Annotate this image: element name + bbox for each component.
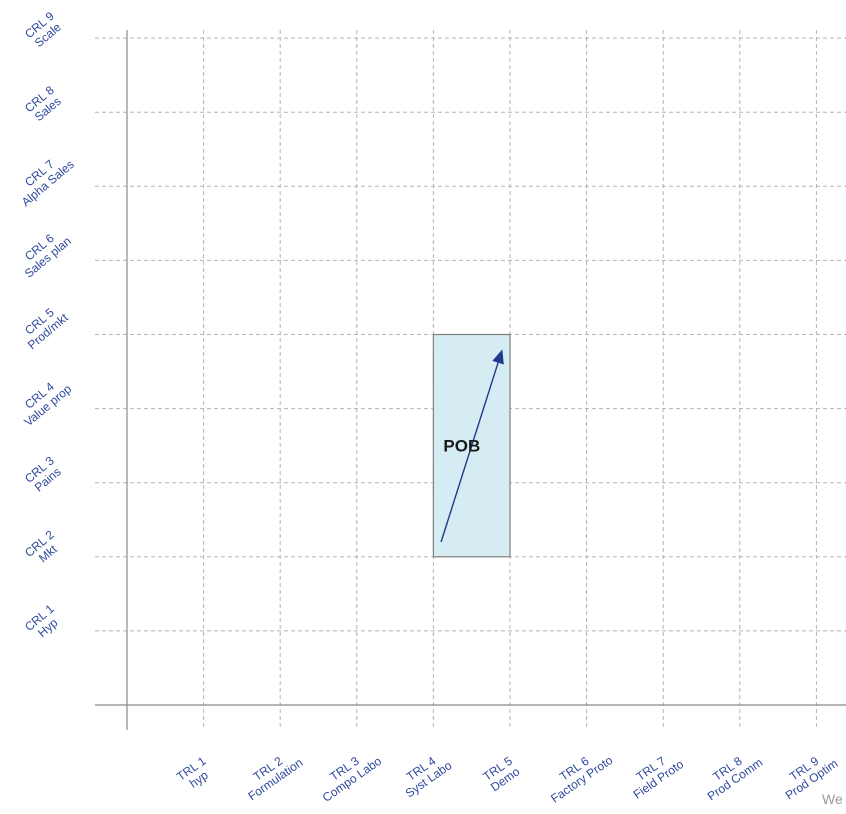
progress-arrow xyxy=(440,362,499,543)
axes xyxy=(95,30,846,730)
progress-arrowhead xyxy=(492,349,504,365)
watermark-text: We xyxy=(822,791,843,807)
pob-region: POB xyxy=(432,333,511,558)
pob-label: POB xyxy=(443,437,480,456)
